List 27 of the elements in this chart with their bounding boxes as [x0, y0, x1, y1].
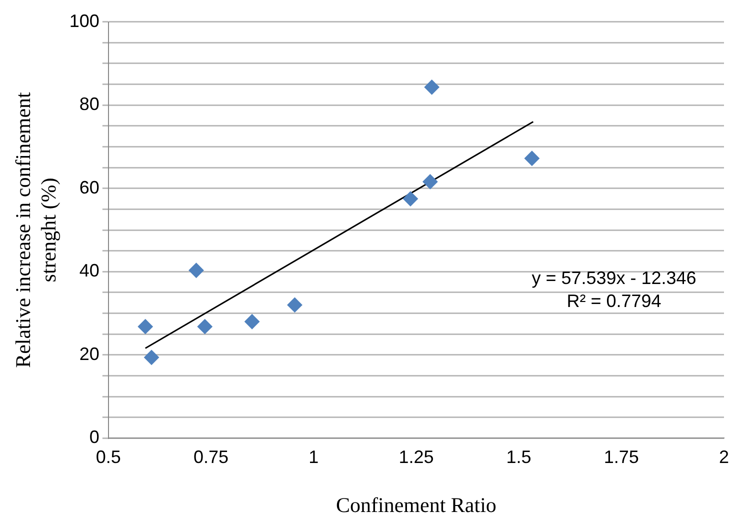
- point: [197, 319, 212, 334]
- annotation: R² = 0.7794: [566, 291, 662, 312]
- y-axis-title: Relative increase in confinement strenght (%): [11, 92, 60, 368]
- y-tick-label: 100: [69, 10, 100, 31]
- y-tick-label: 40: [79, 260, 100, 281]
- point: [138, 319, 153, 334]
- x-tick-label: 1.25: [398, 446, 434, 467]
- y-tick-label: 20: [79, 344, 100, 364]
- annotation: y = 57.539x - 12.346: [532, 268, 696, 288]
- y-tick-label: 60: [79, 177, 100, 198]
- y-tick-label: 80: [79, 94, 100, 114]
- x-axis-title: Confinement Ratio: [336, 492, 496, 517]
- point: [287, 297, 302, 312]
- y-tick-label: 0: [89, 427, 100, 448]
- x-tick-label: 1: [308, 446, 319, 467]
- point: [524, 150, 540, 166]
- x-tick-label: 1.75: [604, 446, 639, 467]
- point: [188, 262, 204, 278]
- x-tick-label: 0.5: [96, 446, 121, 467]
- point: [244, 314, 260, 330]
- point: [424, 80, 440, 95]
- point: [422, 174, 438, 190]
- x-tick-label: 2: [718, 446, 730, 467]
- point: [402, 191, 418, 206]
- x-tick-label: 0.75: [194, 446, 229, 467]
- point: [144, 350, 160, 365]
- x-tick-label: 1.5: [506, 446, 532, 467]
